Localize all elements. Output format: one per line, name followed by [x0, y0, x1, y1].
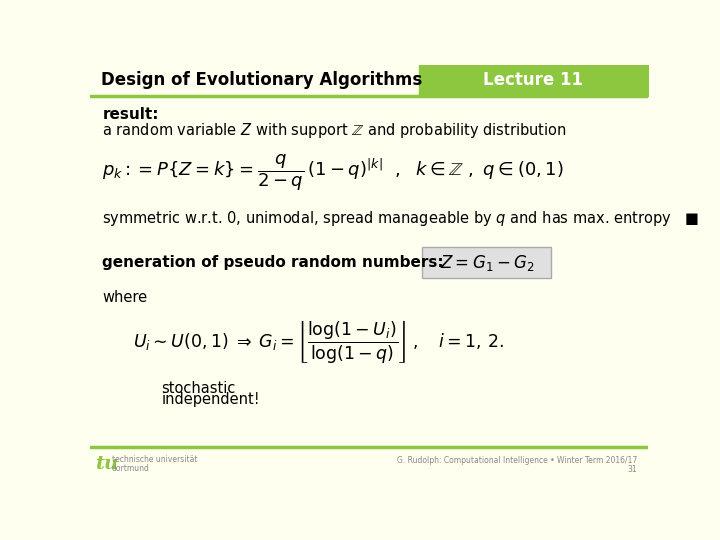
Text: result:: result:	[102, 106, 159, 122]
Text: $p_k := P\{Z = k\} = \dfrac{q}{2-q}\,(1-q)^{|k|}$$\ \ ,\ \ k \in \mathbb{Z}\ ,\ : $p_k := P\{Z = k\} = \dfrac{q}{2-q}\,(1-…	[102, 152, 564, 193]
Text: $Z = G_1 - G_2$: $Z = G_1 - G_2$	[439, 253, 534, 273]
Text: independent!: independent!	[161, 392, 260, 407]
Text: tu: tu	[94, 455, 118, 472]
Text: where: where	[102, 290, 148, 305]
Text: 31: 31	[628, 465, 637, 474]
Text: $U_i \sim U(0,1) \;\Rightarrow\; G_i = \left\lfloor \dfrac{\log(1 - U_i)}{\log(1: $U_i \sim U(0,1) \;\Rightarrow\; G_i = \…	[132, 319, 503, 366]
Text: symmetric w.r.t. 0, unimodal, spread manageable by $q$ and has max. entropy$\qua: symmetric w.r.t. 0, unimodal, spread man…	[102, 210, 699, 228]
Text: generation of pseudo random numbers:: generation of pseudo random numbers:	[102, 255, 444, 270]
Text: stochastic: stochastic	[161, 381, 235, 396]
Text: Design of Evolutionary Algorithms: Design of Evolutionary Algorithms	[101, 71, 422, 89]
Text: technische universität: technische universität	[112, 455, 197, 463]
Text: a random variable $Z$ with support $\mathbb{Z}$ and probability distribution: a random variable $Z$ with support $\mat…	[102, 121, 567, 140]
Text: dortmund: dortmund	[112, 464, 150, 473]
FancyBboxPatch shape	[423, 247, 551, 278]
Text: G. Rudolph: Computational Intelligence • Winter Term 2016/17: G. Rudolph: Computational Intelligence •…	[397, 456, 637, 465]
Text: Lecture 11: Lecture 11	[483, 71, 583, 89]
